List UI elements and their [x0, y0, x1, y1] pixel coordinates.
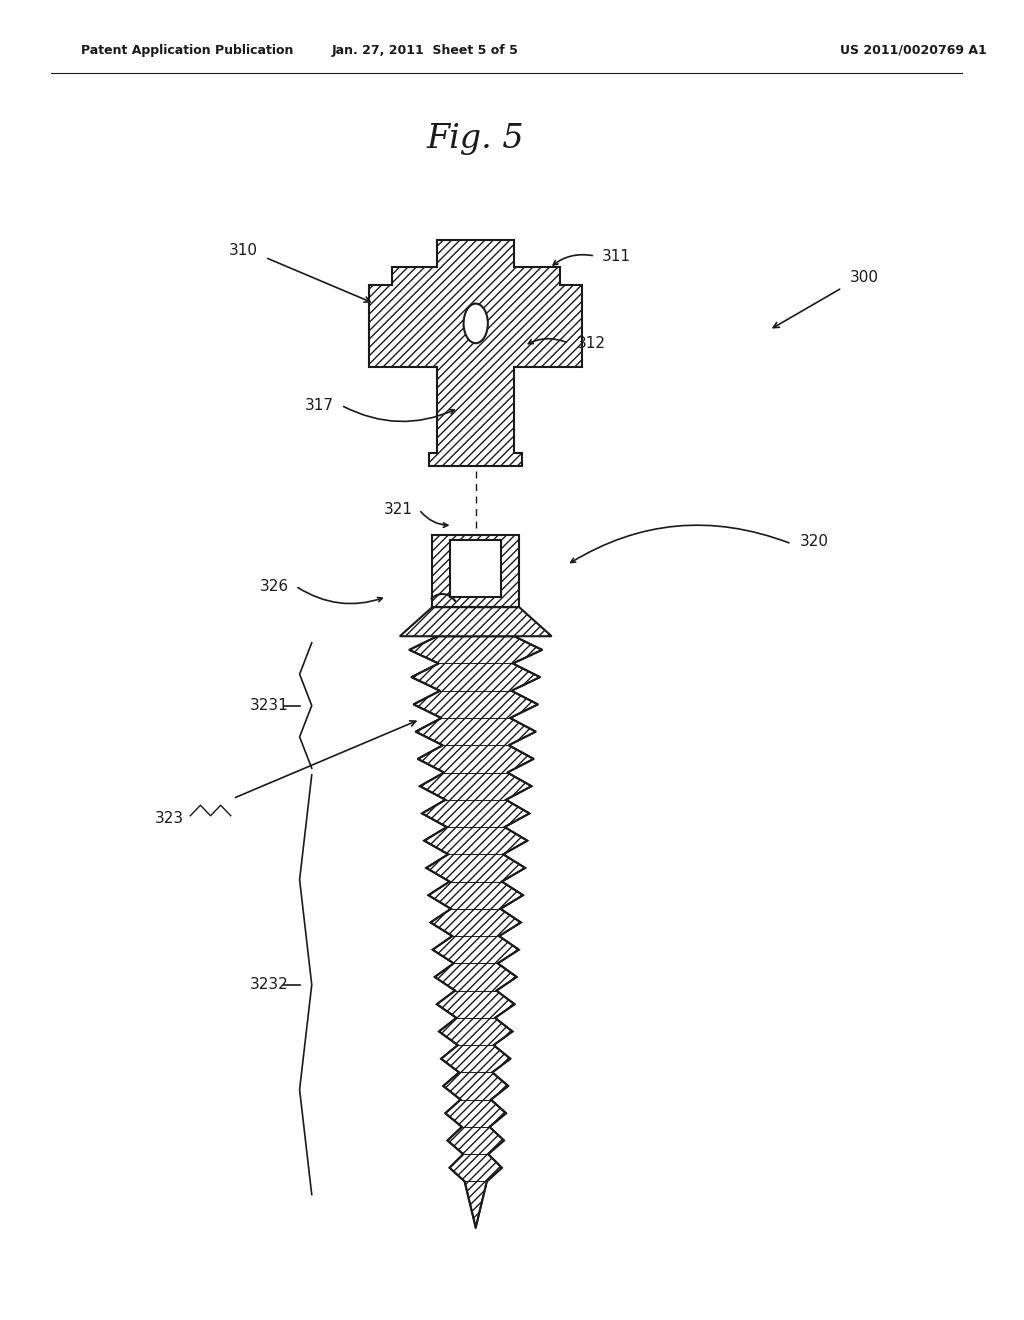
Polygon shape — [399, 607, 552, 636]
Text: Jan. 27, 2011  Sheet 5 of 5: Jan. 27, 2011 Sheet 5 of 5 — [332, 44, 518, 57]
Ellipse shape — [464, 304, 487, 343]
Polygon shape — [410, 636, 542, 1228]
Text: 320: 320 — [800, 533, 828, 549]
Text: Fig. 5: Fig. 5 — [427, 123, 524, 154]
Text: 310: 310 — [229, 243, 258, 259]
FancyArrowPatch shape — [298, 587, 382, 603]
Polygon shape — [451, 540, 501, 597]
FancyArrowPatch shape — [344, 407, 455, 421]
Text: 321: 321 — [384, 502, 413, 517]
Text: 323: 323 — [155, 810, 184, 826]
Text: 3232: 3232 — [250, 977, 289, 993]
Text: 312: 312 — [577, 335, 606, 351]
Text: 3231: 3231 — [250, 698, 289, 713]
FancyArrowPatch shape — [421, 512, 447, 528]
Polygon shape — [370, 240, 582, 466]
FancyArrowPatch shape — [528, 339, 566, 343]
FancyArrowPatch shape — [570, 525, 788, 562]
Text: 300: 300 — [850, 269, 880, 285]
Polygon shape — [432, 535, 519, 607]
Text: 317: 317 — [305, 397, 334, 413]
Text: 326: 326 — [259, 578, 289, 594]
Text: US 2011/0020769 A1: US 2011/0020769 A1 — [840, 44, 987, 57]
Text: Patent Application Publication: Patent Application Publication — [81, 44, 293, 57]
FancyArrowPatch shape — [553, 255, 593, 265]
Text: 311: 311 — [602, 248, 631, 264]
